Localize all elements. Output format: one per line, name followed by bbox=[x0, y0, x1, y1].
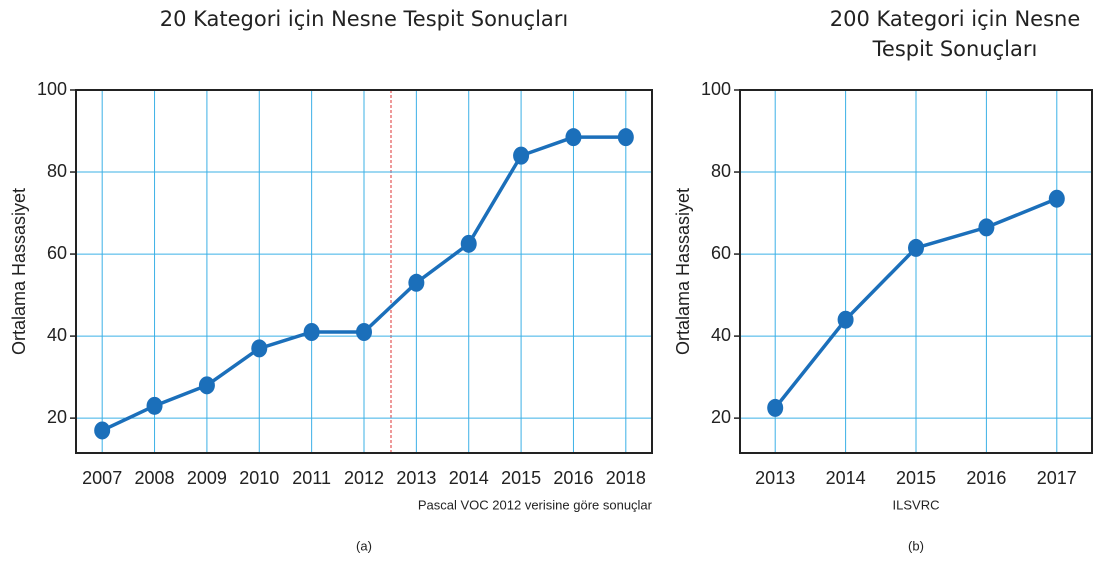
note: Pascal VOC 2012 verisine göre sonuçlar bbox=[418, 497, 653, 512]
point bbox=[408, 273, 425, 292]
y-tick-label: 100 bbox=[701, 79, 731, 99]
plot-frame bbox=[75, 89, 653, 454]
chart-title: 20 Kategori için Nesne Tespit Sonuçları bbox=[159, 7, 569, 31]
y-tick-label: 60 bbox=[711, 243, 731, 263]
x-tick-label: 2012 bbox=[344, 468, 384, 488]
point bbox=[146, 396, 163, 415]
x-tick-label: 2013 bbox=[396, 468, 436, 488]
y-tick-label: 20 bbox=[711, 407, 731, 427]
x-tick-label: 2016 bbox=[966, 468, 1006, 488]
y-tick-label: 20 bbox=[47, 407, 67, 427]
y-tick-label: 40 bbox=[711, 325, 731, 345]
point bbox=[356, 323, 372, 341]
point bbox=[251, 339, 268, 358]
point bbox=[460, 234, 477, 253]
x-tick-label: 2014 bbox=[826, 468, 866, 488]
y-axis-label: Ortalama Hassasiyet bbox=[9, 188, 29, 355]
plot-frame bbox=[739, 89, 1093, 454]
x-tick-label: 2011 bbox=[292, 468, 331, 488]
point bbox=[1048, 189, 1065, 208]
y-tick-label: 60 bbox=[47, 243, 67, 263]
caption: (a) bbox=[356, 538, 372, 553]
y-tick-label: 80 bbox=[711, 161, 731, 181]
x-tick-label: 2015 bbox=[896, 468, 936, 488]
note: ILSVRC bbox=[893, 497, 940, 512]
point bbox=[198, 376, 215, 395]
y-tick-label: 40 bbox=[47, 325, 67, 345]
x-tick-label: 2008 bbox=[135, 468, 175, 488]
point bbox=[94, 421, 111, 440]
x-tick-label: 2007 bbox=[82, 468, 122, 488]
x-tick-label: 2017 bbox=[1037, 468, 1077, 488]
y-axis-label: Ortalama Hassasiyet bbox=[673, 188, 693, 355]
chart-title: 200 Kategori için Nesne Tespit Sonuçları bbox=[829, 7, 1081, 61]
point bbox=[978, 218, 995, 237]
point bbox=[837, 310, 854, 329]
point bbox=[617, 128, 634, 147]
x-tick-label: 2009 bbox=[187, 468, 227, 488]
point bbox=[908, 238, 924, 257]
x-tick-label: 2014 bbox=[449, 468, 489, 488]
y-tick-label: 100 bbox=[37, 79, 67, 99]
x-tick-label: 2018 bbox=[606, 468, 646, 488]
point bbox=[513, 146, 530, 165]
x-tick-label: 2016 bbox=[553, 468, 593, 488]
x-tick-label: 2015 bbox=[501, 468, 541, 488]
caption: (b) bbox=[908, 538, 924, 553]
point bbox=[767, 398, 784, 417]
point bbox=[303, 323, 320, 341]
x-tick-label: 2010 bbox=[239, 468, 279, 488]
y-tick-label: 80 bbox=[47, 161, 67, 181]
x-tick-label: 2013 bbox=[755, 468, 795, 488]
point bbox=[565, 128, 582, 147]
